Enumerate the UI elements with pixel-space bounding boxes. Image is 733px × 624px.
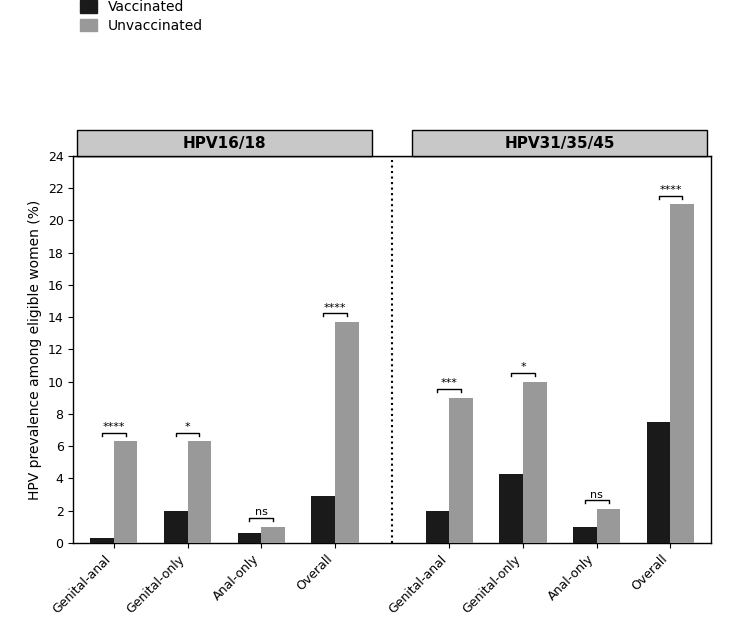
Text: ns: ns (590, 490, 603, 500)
Bar (426, 510, 449, 543)
Bar (237, 533, 261, 543)
Bar (523, 382, 547, 543)
FancyBboxPatch shape (413, 130, 707, 156)
Text: *: * (520, 363, 526, 373)
Bar (671, 205, 694, 543)
Text: HPV31/35/45: HPV31/35/45 (504, 135, 615, 150)
Text: ***: *** (441, 378, 457, 389)
Text: ns: ns (255, 507, 268, 517)
Y-axis label: HPV prevalence among eligible women (%): HPV prevalence among eligible women (%) (28, 199, 42, 500)
Text: ****: **** (659, 185, 682, 195)
Bar (335, 322, 358, 543)
Bar (573, 527, 597, 543)
Bar (499, 474, 523, 543)
Bar (449, 398, 473, 543)
Bar (90, 538, 114, 543)
Bar (114, 441, 138, 543)
FancyBboxPatch shape (77, 130, 372, 156)
Bar (164, 510, 188, 543)
Text: ****: **** (324, 303, 346, 313)
Bar (647, 422, 671, 543)
Text: ****: **** (103, 422, 125, 432)
Text: *: * (185, 422, 191, 432)
Bar (597, 509, 620, 543)
Bar (312, 496, 335, 543)
Bar (188, 441, 211, 543)
Bar (261, 527, 285, 543)
Text: HPV16/18: HPV16/18 (183, 135, 266, 150)
Legend: Vaccinated, Unvaccinated: Vaccinated, Unvaccinated (80, 1, 203, 32)
